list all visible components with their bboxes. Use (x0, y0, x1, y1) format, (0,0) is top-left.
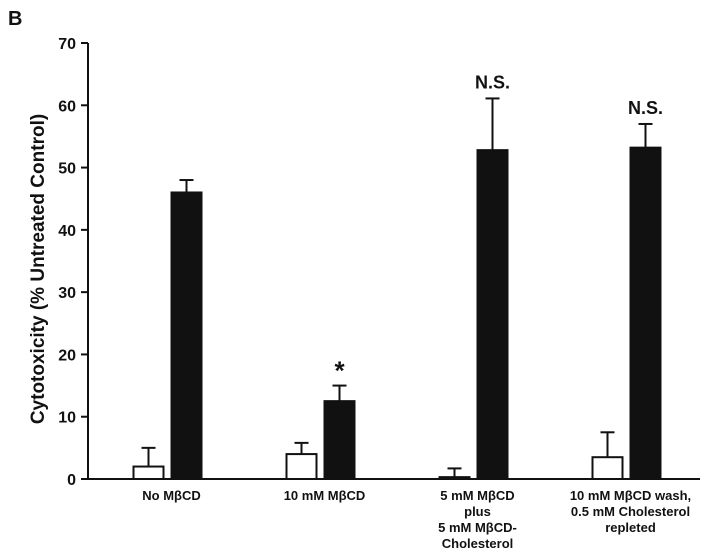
y-tick-label: 70 (58, 36, 76, 53)
y-tick-label: 30 (58, 285, 76, 302)
y-tick-label: 10 (58, 410, 76, 427)
category-label: 5 mM MβCD plus 5 mM MβCD-Cholesterol (438, 488, 517, 551)
bar (629, 146, 662, 480)
category-label-line: repleted (605, 520, 656, 535)
bar (438, 476, 471, 481)
category-label-line: 10 mM MβCD (284, 488, 366, 503)
bar (132, 465, 165, 480)
not-significant-label: N.S. (628, 98, 663, 118)
bars (132, 97, 662, 481)
bar (323, 400, 356, 480)
y-tick-label: 50 (58, 161, 76, 178)
y-tick-label: 40 (58, 223, 76, 240)
category-label: 10 mM MβCD wash, 0.5 mM Cholesterol replet… (570, 488, 691, 535)
category-label-line: 0.5 mM Cholesterol (571, 504, 690, 519)
category-label-line: 10 mM MβCD wash, (570, 488, 691, 503)
bar (285, 453, 318, 481)
y-tick-label: 60 (58, 98, 76, 115)
y-tick-label: 0 (67, 472, 76, 489)
category-label-line: Cholesterol (442, 536, 514, 551)
axes: 0 10 20 30 40 50 60 70 (58, 36, 700, 489)
bar (591, 456, 624, 481)
category-label: 10 mM MβCD (284, 488, 366, 503)
significance-marker: * (334, 356, 345, 386)
category-label-line: No MβCD (142, 488, 200, 503)
not-significant-label: N.S. (475, 72, 510, 92)
bar (170, 191, 203, 480)
category-label-line: 5 mM MβCD (440, 488, 514, 503)
bar (476, 149, 509, 480)
category-labels: No MβCD 10 mM MβCD 5 mM MβCD plus 5 mM MβCD-… (142, 488, 691, 551)
category-label-line: plus (464, 504, 491, 519)
annotations: * N.S. N.S. (334, 72, 663, 385)
y-axis-label: Cytotoxicity (% Untreated Control) (28, 114, 49, 424)
category-label: No MβCD (142, 488, 200, 503)
category-label-line: 5 mM MβCD- (438, 520, 517, 535)
y-tick-label: 20 (58, 347, 76, 364)
panel-label: B (8, 8, 22, 30)
